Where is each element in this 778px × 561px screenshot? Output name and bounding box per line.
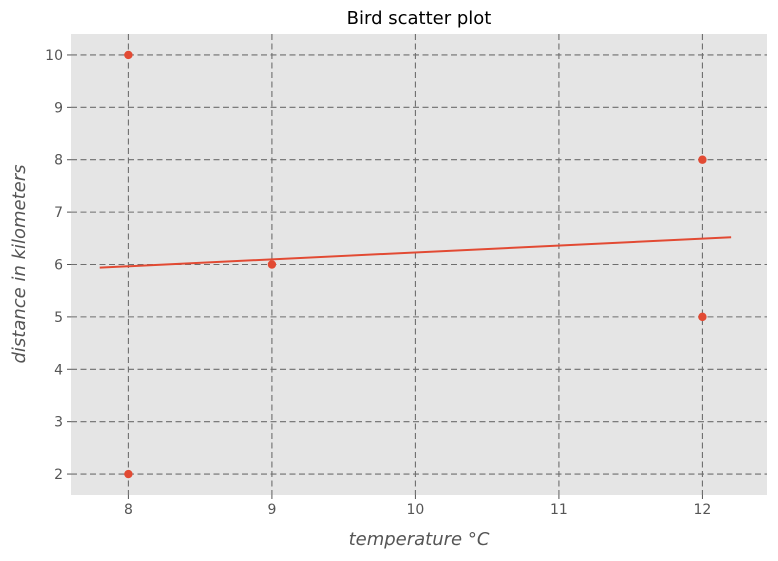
data-points (124, 50, 707, 479)
y-tick-label: 2 (54, 467, 63, 483)
y-tick-label: 5 (54, 310, 63, 326)
x-axis-label: temperature °C (349, 529, 490, 550)
y-tick-label: 10 (45, 48, 63, 64)
x-tick-label: 11 (550, 502, 568, 518)
x-axis-ticks: 8 9 10 11 12 (124, 495, 711, 518)
y-tick-label: 6 (54, 258, 63, 274)
data-point (698, 312, 707, 322)
data-point (698, 155, 707, 164)
x-tick-label: 12 (694, 502, 712, 518)
trend-line-layer (99, 236, 732, 269)
x-tick-label: 8 (124, 502, 133, 518)
data-point (267, 260, 277, 269)
y-tick-label: 8 (54, 153, 63, 169)
chart-title: Bird scatter plot (347, 8, 492, 29)
y-tick-label: 4 (54, 362, 63, 378)
x-tick-label: 9 (267, 502, 276, 518)
y-tick-label: 9 (54, 100, 63, 116)
grid (71, 34, 767, 495)
y-axis-ticks: 2 3 4 5 6 7 8 9 10 (45, 48, 71, 483)
trend-line (99, 236, 732, 269)
y-tick-label: 7 (54, 205, 63, 221)
data-point (124, 50, 133, 60)
x-tick-label: 10 (406, 502, 424, 518)
y-tick-label: 3 (54, 415, 63, 431)
data-point (124, 469, 133, 479)
y-axis-label: distance in kilometers (9, 164, 30, 363)
